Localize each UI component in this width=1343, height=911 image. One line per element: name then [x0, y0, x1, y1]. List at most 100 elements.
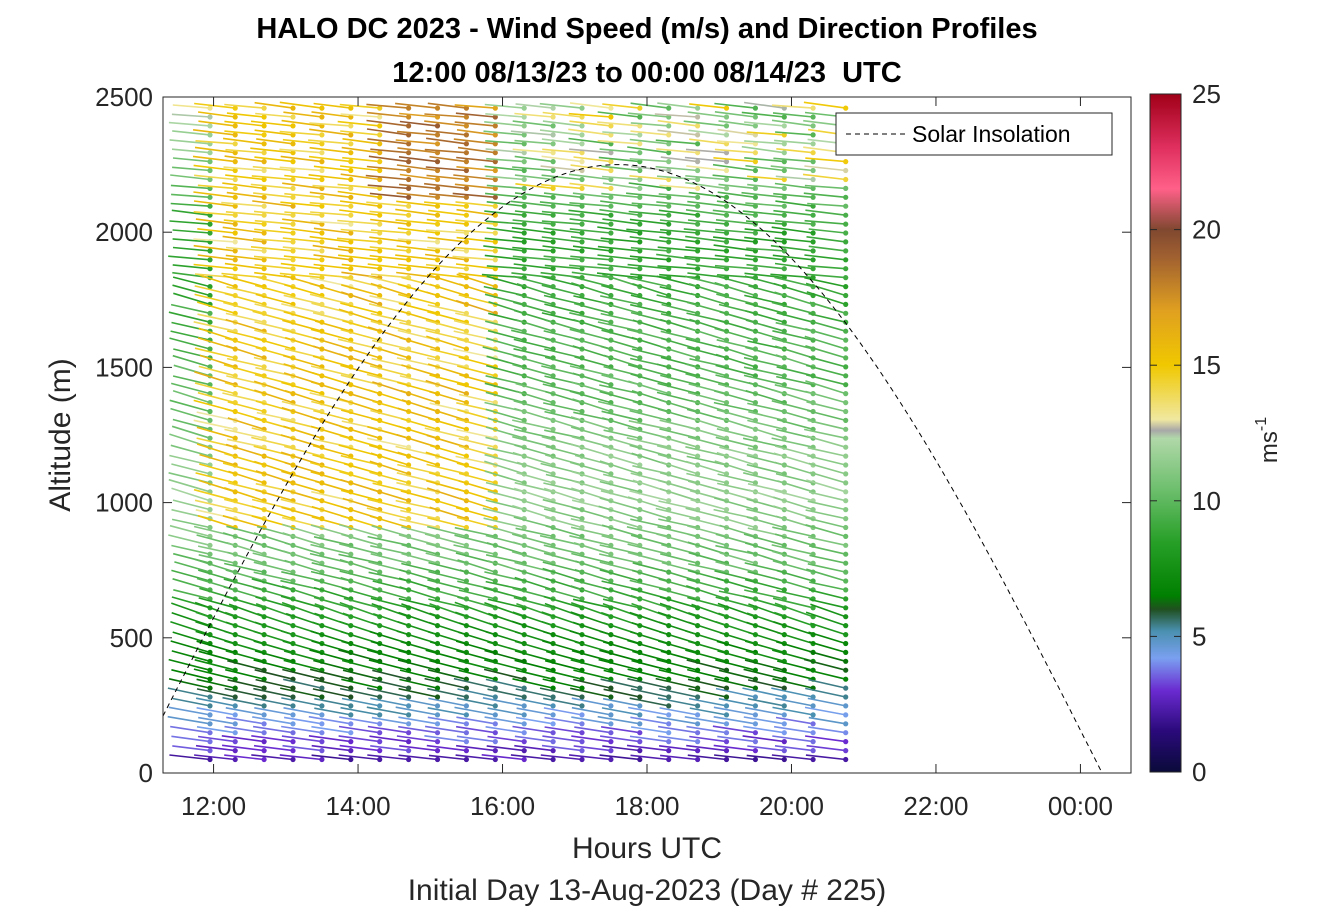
wind-barb-shaft [774, 139, 814, 145]
wind-barb-shaft [427, 363, 467, 377]
wind-barb-point [319, 257, 325, 263]
wind-barb-point [377, 150, 383, 156]
wind-barb-point [781, 114, 787, 120]
wind-barb-point [348, 159, 354, 165]
wind-barb-shaft [804, 184, 846, 190]
wind-barb-shaft [424, 735, 467, 743]
wind-barb-point [666, 730, 672, 736]
wind-barb-shaft [171, 650, 211, 663]
wind-barb-shaft [169, 220, 211, 225]
wind-barb-point [463, 114, 469, 120]
wind-barb-shaft [574, 356, 612, 368]
wind-barb-shaft [398, 725, 438, 734]
wind-barb-shaft [515, 293, 554, 306]
wind-barb-point [521, 230, 527, 236]
wind-barb-shaft [599, 569, 641, 582]
wind-barb-point [637, 355, 643, 361]
wind-barb-point [290, 132, 296, 138]
wind-barb-shaft [427, 525, 467, 538]
wind-barb-shaft [456, 697, 496, 707]
wind-barb-point [492, 230, 498, 236]
wind-barb-shaft [745, 220, 785, 225]
wind-barb-shaft [193, 200, 236, 207]
wind-barb-point [463, 453, 469, 459]
wind-barb-shaft [719, 446, 756, 457]
wind-barb-shaft [341, 659, 380, 671]
wind-barb-shaft [397, 238, 438, 243]
wind-barb-point [723, 203, 730, 209]
wind-barb-shaft [456, 382, 496, 395]
wind-barb-shaft [194, 347, 236, 359]
wind-barb-shaft [454, 183, 496, 190]
wind-barb-shaft [194, 382, 236, 395]
wind-barb-shaft [281, 735, 323, 743]
wind-barb-point [843, 230, 849, 236]
wind-barb-point [637, 703, 643, 709]
wind-barb-shaft [631, 348, 669, 359]
wind-barb-point [377, 194, 383, 200]
wind-barb-shaft [571, 381, 612, 395]
wind-barb-shaft [603, 669, 640, 680]
wind-barb-shaft [455, 611, 496, 627]
wind-barb-shaft [458, 445, 496, 457]
wind-barb-point [843, 632, 849, 638]
wind-barb-shaft [685, 175, 727, 181]
wind-barb-point [550, 194, 556, 200]
wind-barb-shaft [570, 164, 612, 172]
wind-barb-point [781, 194, 787, 200]
wind-barb-point [723, 248, 730, 254]
wind-barb-shaft [250, 147, 294, 154]
wind-barb-shaft [805, 687, 846, 698]
wind-barb-shaft [659, 228, 698, 234]
wind-barb-point [695, 712, 701, 718]
wind-barb-point [463, 266, 469, 272]
wind-barb-point [608, 292, 614, 299]
wind-barb-shaft [224, 103, 265, 109]
wind-barb-point [463, 141, 469, 147]
wind-barb-point [781, 203, 787, 209]
wind-barb-point [290, 685, 296, 691]
wind-barb-point [723, 239, 730, 245]
wind-barb-shaft [570, 236, 612, 243]
wind-barb-shaft [341, 587, 380, 600]
wind-barb-shaft [427, 707, 467, 716]
wind-barb-point [521, 694, 527, 700]
wind-barb-shaft [627, 496, 669, 511]
wind-barb-point [463, 194, 469, 200]
wind-barb-shaft [572, 372, 612, 386]
wind-barb-shaft [631, 569, 669, 582]
wind-barb-shaft [254, 101, 294, 109]
wind-barb-shaft [485, 580, 525, 591]
wind-barb-shaft [689, 358, 727, 368]
wind-barb-point [521, 132, 527, 138]
wind-barb-point [207, 685, 213, 691]
wind-barb-shaft [771, 400, 814, 413]
wind-barb-shaft [395, 208, 438, 216]
wind-barb-shaft [254, 284, 294, 297]
wind-barb-point [319, 721, 325, 727]
wind-barb-shaft [309, 146, 351, 154]
wind-barb-shaft [401, 526, 438, 538]
wind-barb-point [843, 203, 849, 209]
wind-barb-shaft [627, 668, 669, 680]
wind-barb-shaft [223, 274, 265, 288]
wind-barb-point [207, 676, 213, 682]
wind-barb-shaft [746, 131, 785, 136]
wind-barb-shaft [252, 716, 294, 725]
wind-barb-point [434, 248, 441, 254]
wind-barb-point [348, 739, 354, 745]
wind-barb-point [207, 730, 213, 736]
wind-barb-point [434, 159, 441, 165]
wind-barb-shaft [225, 254, 265, 261]
wind-barb-shaft [656, 363, 698, 377]
wind-barb-shaft [339, 434, 380, 448]
wind-barb-shaft [513, 338, 554, 350]
wind-barb-point [695, 453, 701, 459]
wind-barb-point [319, 748, 325, 754]
wind-barb-shaft [808, 631, 846, 645]
wind-barb-shaft [312, 184, 351, 190]
wind-barb-shaft [513, 263, 554, 270]
wind-barb-shaft [515, 103, 554, 109]
wind-barb-shaft [744, 157, 785, 163]
wind-barb-point [843, 614, 849, 620]
